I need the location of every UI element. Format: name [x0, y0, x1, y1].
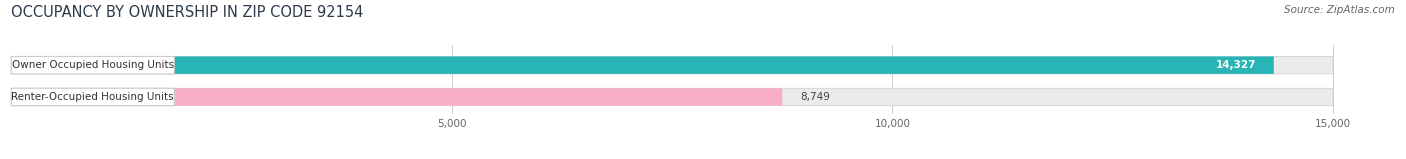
Text: 14,327: 14,327 — [1216, 60, 1256, 70]
FancyBboxPatch shape — [11, 56, 1274, 74]
Text: Source: ZipAtlas.com: Source: ZipAtlas.com — [1284, 5, 1395, 15]
Text: Owner Occupied Housing Units: Owner Occupied Housing Units — [11, 60, 174, 70]
Text: Renter-Occupied Housing Units: Renter-Occupied Housing Units — [11, 92, 174, 102]
FancyBboxPatch shape — [11, 88, 174, 106]
FancyBboxPatch shape — [11, 88, 782, 106]
FancyBboxPatch shape — [11, 88, 1333, 106]
FancyBboxPatch shape — [11, 56, 1333, 74]
Text: OCCUPANCY BY OWNERSHIP IN ZIP CODE 92154: OCCUPANCY BY OWNERSHIP IN ZIP CODE 92154 — [11, 5, 364, 20]
FancyBboxPatch shape — [11, 56, 174, 74]
Text: 8,749: 8,749 — [800, 92, 830, 102]
